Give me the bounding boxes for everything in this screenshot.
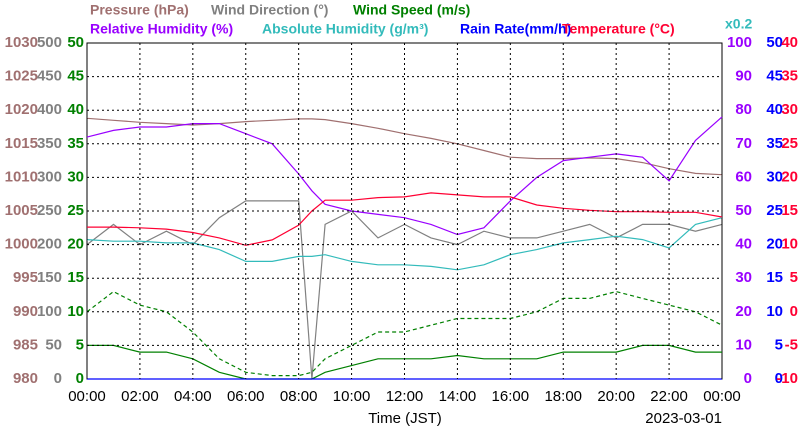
y-tick-label: 40 bbox=[766, 101, 783, 118]
y-tick-label: 50 bbox=[766, 34, 783, 51]
legend-relative-humidity: Relative Humidity (%) bbox=[90, 21, 233, 37]
series-line bbox=[86, 290, 723, 377]
y-tick-label: 995 bbox=[13, 269, 38, 286]
date-label: 2023-03-01 bbox=[645, 410, 722, 427]
y-tick-label: 60 bbox=[735, 168, 752, 185]
y-tick-label: 40 bbox=[735, 236, 752, 253]
y-tick-label: 1020 bbox=[5, 101, 38, 118]
x-tick-label: 20:00 bbox=[597, 388, 635, 405]
y-tick-label: 10 bbox=[735, 336, 752, 353]
y-tick-label: 1000 bbox=[5, 236, 38, 253]
x-tick-label: 12:00 bbox=[386, 388, 424, 405]
y-tick-label: 35 bbox=[781, 68, 798, 85]
x-tick-label: 02:00 bbox=[121, 388, 159, 405]
y-tick-label: 25 bbox=[781, 135, 798, 152]
y-tick-label: 80 bbox=[735, 101, 752, 118]
y-tick-label: 1025 bbox=[5, 68, 38, 85]
x-tick-label: 00:00 bbox=[703, 388, 741, 405]
y-tick-label: 0 bbox=[54, 370, 62, 387]
y-tick-label: 100 bbox=[37, 303, 62, 320]
y-tick-label: -10 bbox=[776, 370, 798, 387]
x-tick-label: 10:00 bbox=[333, 388, 371, 405]
y-tick-label: 20 bbox=[766, 236, 783, 253]
x-tick-label: 14:00 bbox=[439, 388, 477, 405]
y-tick-label: 15 bbox=[67, 269, 84, 286]
y-tick-label: 40 bbox=[67, 101, 84, 118]
y-tick-label: 30 bbox=[67, 168, 84, 185]
y-tick-label: 70 bbox=[735, 135, 752, 152]
x-tick-label: 06:00 bbox=[227, 388, 265, 405]
y-tick-label: 500 bbox=[37, 34, 62, 51]
y-tick-label: 5 bbox=[775, 336, 783, 353]
y-tick-label: 90 bbox=[735, 68, 752, 85]
y-tick-label: 990 bbox=[13, 303, 38, 320]
y-tick-label: 0 bbox=[744, 370, 752, 387]
y-tick-label: 980 bbox=[13, 370, 38, 387]
y-tick-label: 30 bbox=[735, 269, 752, 286]
y-tick-label: 200 bbox=[37, 236, 62, 253]
y-tick-label: 985 bbox=[13, 336, 38, 353]
y-tick-label: 35 bbox=[766, 135, 783, 152]
y-tick-label: 20 bbox=[67, 236, 84, 253]
x-tick-label: 08:00 bbox=[280, 388, 318, 405]
series-line bbox=[86, 200, 723, 380]
y-tick-label: 10 bbox=[781, 236, 798, 253]
y-tick-label: 1005 bbox=[5, 202, 38, 219]
y-tick-label: 35 bbox=[67, 135, 84, 152]
y-tick-label: 0 bbox=[76, 370, 84, 387]
legend-wind-speed: Wind Speed (m/s) bbox=[353, 2, 470, 18]
y-tick-label: 5 bbox=[790, 269, 798, 286]
y-tick-label: -5 bbox=[785, 336, 798, 353]
y-tick-label: 25 bbox=[67, 202, 84, 219]
y-tick-label: 30 bbox=[766, 168, 783, 185]
x-tick-label: 22:00 bbox=[650, 388, 688, 405]
y-tick-label: 20 bbox=[735, 303, 752, 320]
series-line bbox=[87, 192, 723, 246]
series-line bbox=[86, 117, 723, 176]
x-tick-label: 18:00 bbox=[544, 388, 582, 405]
y-tick-label: 1015 bbox=[5, 135, 38, 152]
y-tick-label: 150 bbox=[37, 269, 62, 286]
y-tick-label: 15 bbox=[766, 269, 783, 286]
y-tick-label: 30 bbox=[781, 101, 798, 118]
y-tick-label: 50 bbox=[67, 34, 84, 51]
series-line bbox=[86, 217, 723, 271]
legend-rain-rate: Rain Rate(mm/h) bbox=[460, 21, 571, 37]
y-tick-label: 15 bbox=[781, 202, 798, 219]
x-tick-label: 16:00 bbox=[492, 388, 530, 405]
y-tick-label: 5 bbox=[76, 336, 84, 353]
y-tick-label: 400 bbox=[37, 101, 62, 118]
y-tick-label: 45 bbox=[67, 68, 84, 85]
x-axis-label: Time (JST) bbox=[368, 410, 442, 427]
y-tick-label: 50 bbox=[45, 336, 62, 353]
y-tick-label: 250 bbox=[37, 202, 62, 219]
legend-pressure: Pressure (hPa) bbox=[90, 2, 189, 18]
y-tick-label: 100 bbox=[727, 34, 752, 51]
y-tick-label: 300 bbox=[37, 168, 62, 185]
y-tick-label: 10 bbox=[766, 303, 783, 320]
series-line bbox=[86, 116, 723, 236]
legend-absolute-humidity: Absolute Humidity (g/m³) bbox=[262, 21, 428, 37]
x-tick-label: 00:00 bbox=[68, 388, 106, 405]
y-tick-label: 0 bbox=[790, 303, 798, 320]
y-tick-label: 40 bbox=[781, 34, 798, 51]
y-tick-label: 1010 bbox=[5, 168, 38, 185]
legend-wind-direction: Wind Direction (°) bbox=[211, 2, 328, 18]
y-tick-label: 20 bbox=[781, 168, 798, 185]
scale-label: x0.2 bbox=[725, 16, 752, 32]
y-tick-label: 350 bbox=[37, 135, 62, 152]
series-line bbox=[87, 344, 722, 380]
y-tick-label: 25 bbox=[766, 202, 783, 219]
y-tick-label: 0 bbox=[775, 370, 783, 387]
y-tick-label: 10 bbox=[67, 303, 84, 320]
y-tick-label: 50 bbox=[735, 202, 752, 219]
y-tick-label: 1030 bbox=[5, 34, 38, 51]
legend-temperature: Temperature (°C) bbox=[562, 21, 675, 37]
y-tick-label: 450 bbox=[37, 68, 62, 85]
y-tick-label: 45 bbox=[766, 68, 783, 85]
x-tick-label: 04:00 bbox=[174, 388, 212, 405]
